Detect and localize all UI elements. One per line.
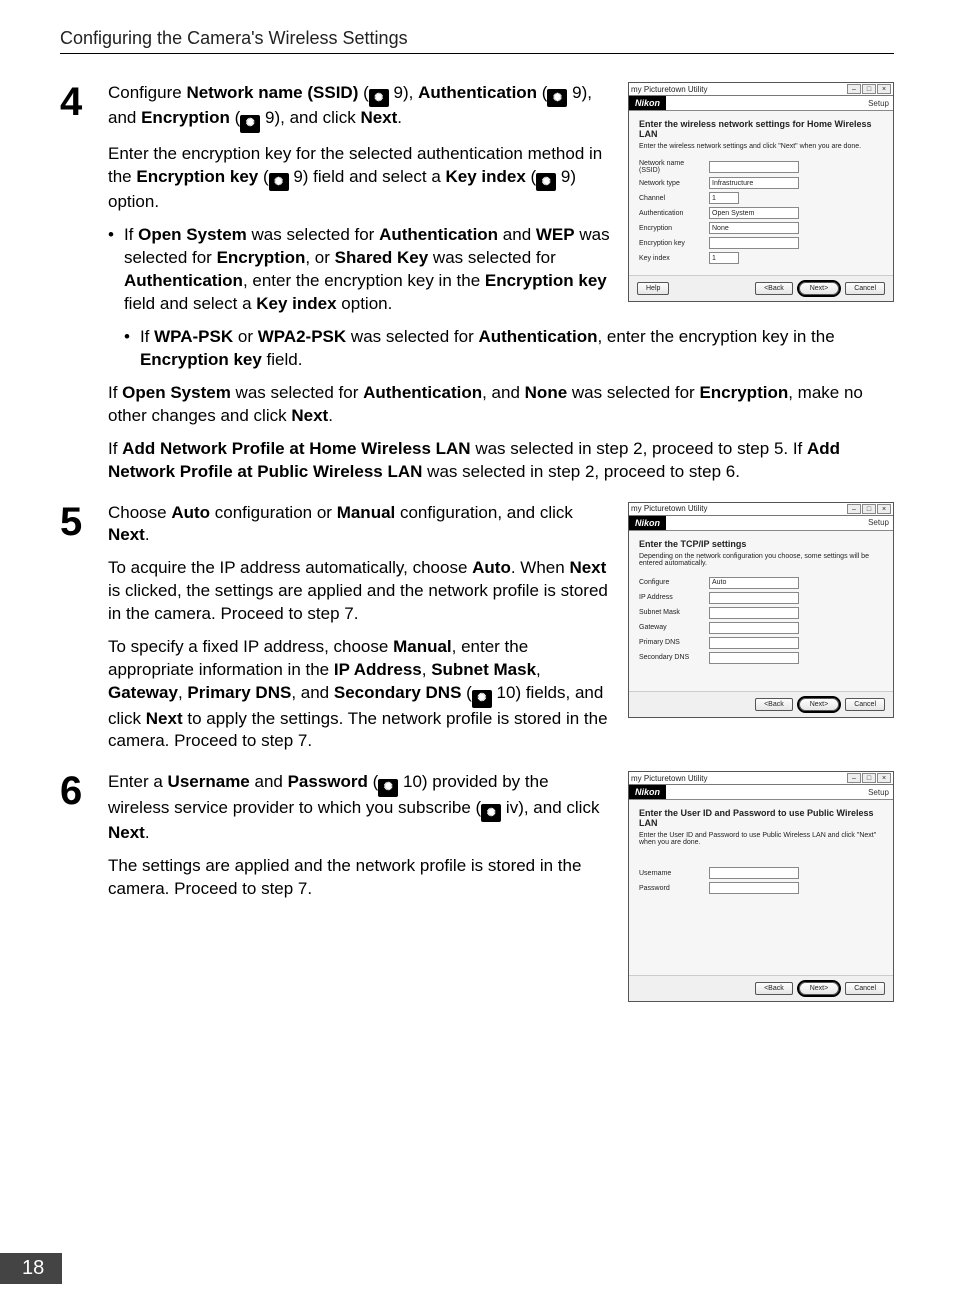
- cancel-button[interactable]: Cancel: [845, 982, 885, 995]
- setup-tag: Setup: [868, 518, 893, 527]
- next-button[interactable]: Next>: [799, 698, 839, 711]
- step-6-heading: Enter a Username and Password (✺ 10) pro…: [108, 771, 612, 845]
- ref-icon: ✺: [481, 804, 501, 822]
- ref-icon: ✺: [269, 173, 289, 191]
- gateway-input[interactable]: [709, 622, 799, 634]
- dialog-title: Enter the wireless network settings for …: [639, 119, 883, 139]
- nettype-select[interactable]: Infrastructure: [709, 177, 799, 189]
- dialog-subtitle: Depending on the network configuration y…: [639, 553, 883, 567]
- dialog-title: Enter the User ID and Password to use Pu…: [639, 808, 883, 828]
- page-header: Configuring the Camera's Wireless Settin…: [60, 28, 894, 54]
- cancel-button[interactable]: Cancel: [845, 698, 885, 711]
- dialog-titlebar: my Picturetown Utility –□×: [629, 83, 893, 96]
- dialog-titlebar: my Picturetown Utility –□×: [629, 503, 893, 516]
- header-title: Configuring the Camera's Wireless Settin…: [60, 28, 408, 48]
- keyindex-select[interactable]: 1: [709, 252, 739, 264]
- window-controls[interactable]: –□×: [847, 84, 891, 94]
- dialog-tcpip-settings: my Picturetown Utility –□× Nikon Setup E…: [628, 502, 894, 718]
- password-input[interactable]: [709, 882, 799, 894]
- dns2-input[interactable]: [709, 652, 799, 664]
- enc-select[interactable]: None: [709, 222, 799, 234]
- ip-input[interactable]: [709, 592, 799, 604]
- step-5-number: 5: [60, 502, 94, 542]
- enckey-input[interactable]: [709, 237, 799, 249]
- auth-select[interactable]: Open System: [709, 207, 799, 219]
- dialog-subtitle: Enter the User ID and Password to use Pu…: [639, 832, 883, 846]
- help-button[interactable]: Help: [637, 282, 669, 295]
- ref-icon: ✺: [547, 89, 567, 107]
- step-4-heading: Configure Network name (SSID) (✺ 9), Aut…: [108, 82, 612, 133]
- page-number: 18: [0, 1253, 62, 1284]
- setup-tag: Setup: [868, 99, 893, 108]
- step-4-number: 4: [60, 82, 94, 122]
- brand-label: Nikon: [629, 516, 666, 530]
- step-5-heading: Choose Auto configuration or Manual conf…: [108, 502, 612, 548]
- step-5-para-2: To specify a fixed IP address, choose Ma…: [108, 636, 612, 753]
- step-4-bullet-2: • If WPA-PSK or WPA2-PSK was selected fo…: [124, 326, 894, 372]
- step-4-para-3: If Add Network Profile at Home Wireless …: [60, 438, 894, 484]
- step-4-bullet-1: • If Open System was selected for Authen…: [108, 224, 612, 316]
- dialog-titlebar: my Picturetown Utility –□×: [629, 772, 893, 785]
- ref-icon: ✺: [240, 115, 260, 133]
- dialog-wireless-settings: my Picturetown Utility –□× Nikon Setup E…: [628, 82, 894, 302]
- channel-select[interactable]: 1: [709, 192, 739, 204]
- next-button[interactable]: Next>: [799, 982, 839, 995]
- step-6-number: 6: [60, 771, 94, 811]
- ref-icon: ✺: [378, 779, 398, 797]
- ref-icon: ✺: [536, 173, 556, 191]
- step-4-para-1: Enter the encryption key for the selecte…: [108, 143, 612, 214]
- brand-label: Nikon: [629, 96, 666, 110]
- step-5-para-1: To acquire the IP address automatically,…: [108, 557, 612, 626]
- dns1-input[interactable]: [709, 637, 799, 649]
- ref-icon: ✺: [369, 89, 389, 107]
- step-6: 6 Enter a Username and Password (✺ 10) p…: [60, 771, 894, 1002]
- next-button[interactable]: Next>: [799, 282, 839, 295]
- back-button[interactable]: <Back: [755, 282, 793, 295]
- mask-input[interactable]: [709, 607, 799, 619]
- username-input[interactable]: [709, 867, 799, 879]
- dialog-subtitle: Enter the wireless network settings and …: [639, 143, 883, 150]
- step-5: 5 Choose Auto configuration or Manual co…: [60, 502, 894, 754]
- step-6-para-1: The settings are applied and the network…: [108, 855, 612, 901]
- dialog-userid-password: my Picturetown Utility –□× Nikon Setup E…: [628, 771, 894, 1002]
- step-4: 4 Configure Network name (SSID) (✺ 9), A…: [60, 82, 894, 316]
- cancel-button[interactable]: Cancel: [845, 282, 885, 295]
- step-4-para-2: If Open System was selected for Authenti…: [60, 382, 894, 428]
- window-controls[interactable]: –□×: [847, 773, 891, 783]
- back-button[interactable]: <Back: [755, 698, 793, 711]
- ref-icon: ✺: [472, 690, 492, 708]
- window-controls[interactable]: –□×: [847, 504, 891, 514]
- dialog-title: Enter the TCP/IP settings: [639, 539, 883, 549]
- bullet-dot-icon: •: [124, 326, 130, 372]
- setup-tag: Setup: [868, 788, 893, 797]
- ssid-input[interactable]: [709, 161, 799, 173]
- back-button[interactable]: <Back: [755, 982, 793, 995]
- configure-select[interactable]: Auto: [709, 577, 799, 589]
- brand-label: Nikon: [629, 785, 666, 799]
- bullet-dot-icon: •: [108, 224, 114, 316]
